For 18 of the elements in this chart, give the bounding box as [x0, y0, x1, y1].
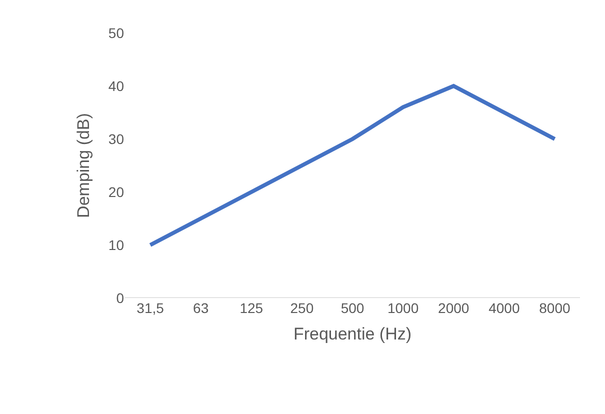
x-tick-label: 8000	[539, 300, 570, 316]
x-axis-title: Frequentie (Hz)	[293, 324, 412, 344]
y-tick-label: 50	[108, 24, 124, 41]
y-tick-label: 30	[108, 130, 124, 147]
x-tick-label: 250	[290, 300, 314, 316]
y-tick-label: 20	[108, 184, 124, 200]
x-tick-label: 2000	[438, 300, 470, 316]
x-tick-label: 125	[240, 300, 264, 316]
y-axis-title: Demping (dB)	[74, 113, 93, 218]
x-tick-label: 4000	[488, 300, 520, 316]
x-tick-label: 31,5	[136, 300, 164, 316]
line-series	[148, 84, 557, 247]
y-tick-label: 10	[108, 236, 124, 253]
y-tick-label: 0	[116, 290, 124, 306]
y-tick-label: 40	[108, 78, 124, 94]
x-tick-label: 63	[193, 300, 209, 316]
x-tick-label: 500	[340, 300, 364, 316]
x-tick-label: 1000	[387, 300, 419, 316]
